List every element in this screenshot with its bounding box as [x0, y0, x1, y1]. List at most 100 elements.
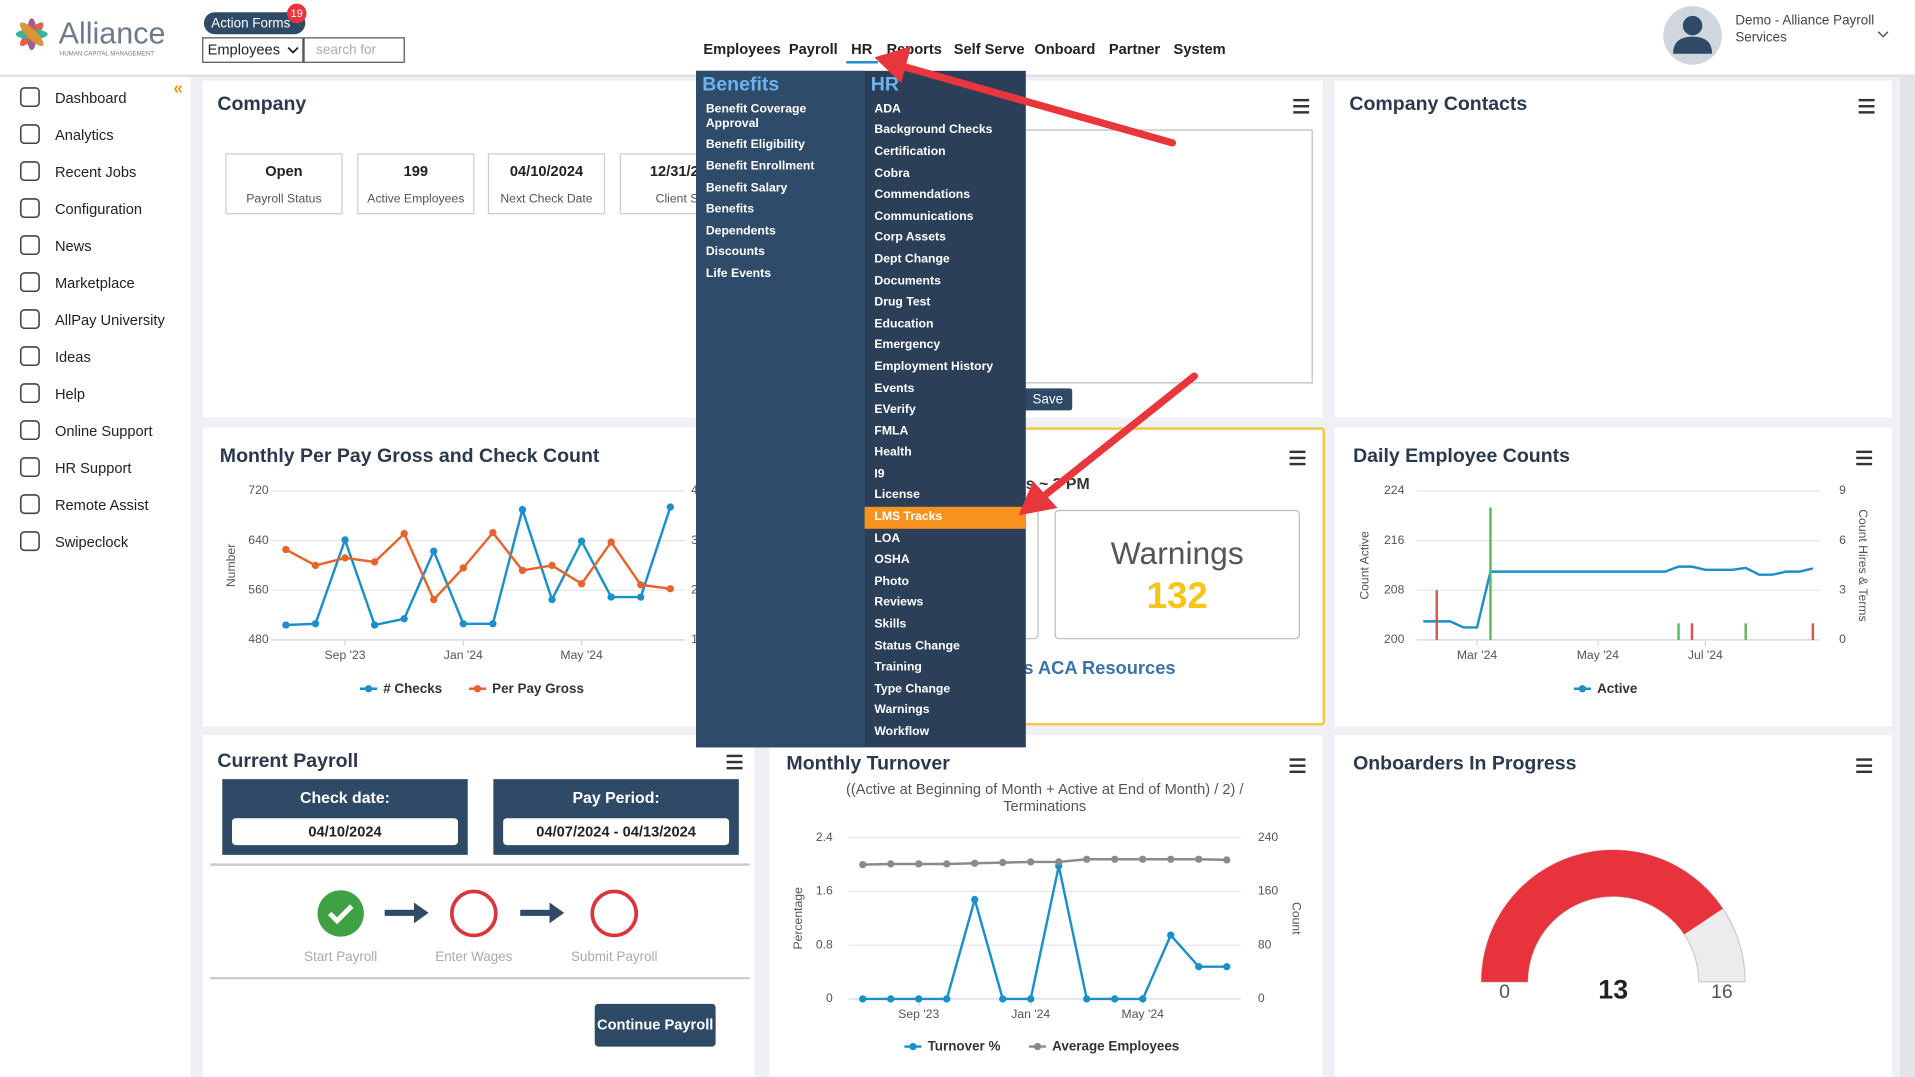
sidebar-item[interactable]: News — [55, 239, 92, 255]
sidebar-item[interactable]: Analytics — [55, 128, 114, 144]
menu-icon[interactable] — [1856, 456, 1873, 460]
menu-item[interactable]: Background Checks — [874, 123, 993, 138]
menu-item[interactable]: LOA — [874, 532, 901, 546]
menu-icon[interactable] — [1289, 456, 1306, 460]
menu-item[interactable]: Commendations — [874, 188, 971, 202]
menu-item[interactable]: Skills — [874, 617, 907, 632]
sidebar-item[interactable]: Marketplace — [55, 276, 135, 292]
menu-item[interactable]: EVerify — [874, 403, 916, 417]
menu-item[interactable]: License — [874, 489, 920, 503]
nav-item[interactable]: HR — [851, 42, 873, 58]
nav-item[interactable]: Self Serve — [954, 42, 1025, 58]
menu-item[interactable]: Workflow — [874, 725, 930, 739]
sidebar-item[interactable]: HR Support — [55, 461, 132, 477]
action-forms-button[interactable] — [203, 12, 306, 35]
menu-item[interactable]: LMS Tracks — [864, 507, 1026, 529]
point — [430, 596, 438, 604]
menu-item[interactable]: Discounts — [705, 245, 765, 260]
menu-icon[interactable] — [1856, 764, 1873, 767]
menu-item[interactable]: Events — [874, 381, 915, 396]
menu-item[interactable]: Documents — [874, 274, 941, 288]
sidebar-item[interactable]: Configuration — [55, 202, 142, 218]
menu-item[interactable]: I9 — [874, 467, 885, 482]
menu-item[interactable]: Cobra — [874, 166, 910, 181]
continue-button[interactable] — [594, 1003, 716, 1047]
nav-item[interactable]: Onboard — [1034, 42, 1095, 58]
aca-link[interactable]: s ACA Resources — [1023, 657, 1175, 678]
user-name[interactable]: Demo - Alliance Payroll Services — [1735, 13, 1875, 46]
menu-item[interactable]: Benefit Coverage Approval — [705, 102, 807, 131]
menu-icon[interactable] — [726, 754, 743, 758]
user-avatar[interactable] — [1663, 6, 1722, 65]
nav-item[interactable]: System — [1174, 42, 1226, 58]
series-line — [285, 530, 671, 602]
sidebar-item[interactable]: Ideas — [55, 350, 91, 366]
menu-icon[interactable] — [1293, 105, 1310, 108]
menu-icon[interactable] — [1856, 450, 1873, 454]
menu-item[interactable]: Benefits — [705, 202, 755, 217]
menu-item[interactable]: Drug Test — [874, 295, 931, 310]
menu-item[interactable]: Reviews — [874, 596, 924, 610]
menu-icon[interactable] — [1289, 758, 1306, 761]
menu-item[interactable]: Benefit Salary — [705, 181, 788, 195]
menu-icon[interactable] — [1289, 764, 1306, 767]
menu-icon[interactable] — [1858, 105, 1875, 108]
collapse-icon[interactable]: « — [173, 79, 183, 98]
menu-item[interactable]: OSHA — [874, 553, 910, 567]
nav-item[interactable]: Payroll — [789, 42, 838, 58]
menu-item[interactable]: Dependents — [705, 224, 776, 238]
action-forms-label: Action Forms — [211, 15, 290, 30]
sidebar-item[interactable]: Remote Assist — [55, 498, 149, 514]
menu-item[interactable]: Benefit Eligibility — [705, 138, 805, 152]
menu-icon[interactable] — [1289, 770, 1306, 774]
bar — [1690, 623, 1694, 640]
menu-item[interactable]: Corp Assets — [874, 231, 946, 245]
menu-icon[interactable] — [1858, 111, 1875, 114]
sidebar-item[interactable]: Swipeclock — [55, 535, 129, 551]
nav-item[interactable]: Partner — [1109, 42, 1161, 58]
nav-item[interactable]: Employees — [703, 42, 780, 58]
sidebar-item[interactable]: Dashboard — [55, 91, 127, 107]
menu-icon[interactable] — [726, 760, 743, 764]
menu-item[interactable]: Dept Change — [874, 252, 950, 267]
menu-item[interactable]: Certification — [874, 145, 946, 159]
menu-icon[interactable] — [1856, 758, 1873, 761]
menu-icon[interactable] — [1856, 770, 1873, 774]
menu-item[interactable]: Type Change — [874, 682, 951, 696]
stat-value: 04/10/2024 — [510, 164, 584, 180]
menu-item[interactable]: Emergency — [874, 338, 941, 353]
menu-icon[interactable] — [1856, 462, 1873, 466]
sidebar-item[interactable]: Online Support — [55, 424, 153, 440]
menu-item[interactable]: Education — [874, 317, 934, 331]
menu-item[interactable]: Life Events — [705, 267, 772, 281]
chart-subtitle: ((Active at Beginning of Month + Active … — [846, 782, 1244, 815]
search-scope-select[interactable] — [202, 37, 304, 63]
menu-item[interactable]: Warnings — [874, 703, 930, 718]
menu-item[interactable]: Training — [874, 660, 922, 675]
sidebar-item[interactable]: Help — [55, 387, 85, 403]
search-input[interactable] — [303, 37, 405, 63]
menu-item[interactable]: FMLA — [874, 424, 909, 439]
menu-icon[interactable] — [726, 766, 743, 770]
menu-item[interactable]: Status Change — [874, 639, 960, 653]
menu-item[interactable]: Photo — [874, 575, 909, 589]
point — [400, 615, 408, 623]
menu-icon[interactable] — [1289, 462, 1306, 466]
scrollbar[interactable] — [1900, 76, 1915, 1077]
menu-icon[interactable] — [1289, 450, 1306, 454]
menu-icon[interactable] — [1293, 98, 1310, 102]
sidebar-item[interactable]: Recent Jobs — [55, 165, 136, 181]
y-tick-label: 1.6 — [816, 884, 833, 898]
menu-item[interactable]: ADA — [874, 102, 901, 116]
turnover-panel — [769, 735, 1323, 1077]
menu-item[interactable]: Communications — [874, 209, 974, 224]
menu-icon[interactable] — [1293, 111, 1310, 114]
sidebar-item[interactable]: AllPay University — [55, 313, 166, 329]
y2-tick-label: 3 — [691, 533, 698, 547]
menu-icon[interactable] — [1858, 98, 1875, 102]
nav-item[interactable]: Reports — [887, 42, 942, 58]
menu-item[interactable]: Employment History — [874, 360, 994, 374]
menu-item[interactable]: Health — [874, 446, 912, 460]
menu-item[interactable]: Benefit Enrollment — [705, 159, 815, 174]
